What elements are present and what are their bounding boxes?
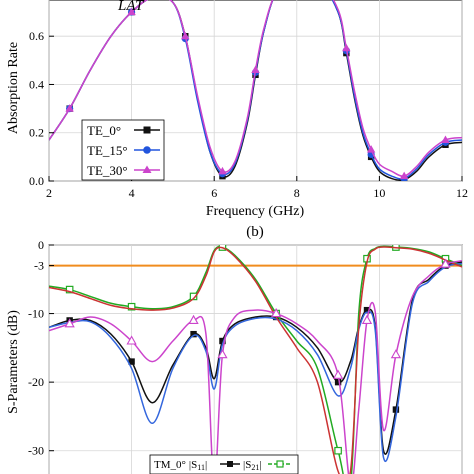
data-point-tm-30-s11 <box>126 335 137 345</box>
y-tick-label: -10 <box>28 307 44 321</box>
y-tick-label: 0.4 <box>29 77 44 91</box>
data-point-tm-0-s11 <box>128 358 135 365</box>
data-point-tm-0-s11 <box>363 306 371 314</box>
data-point-tm-0-s11 <box>219 337 226 345</box>
data-point-tm-0-s21 <box>65 285 74 294</box>
y-tick-label: -30 <box>28 444 44 458</box>
legend-s11-sub: 11 <box>197 463 205 472</box>
s-parameter-ticks: 0 -3 -10 -20 -30 <box>28 238 54 458</box>
series-line-tm-30-s11 <box>49 260 462 474</box>
absorption-series-group <box>49 0 462 181</box>
legend-s11-suffix: | <box>205 459 207 471</box>
legend-label-s11: TM_0° |S11| <box>154 459 207 472</box>
data-point-tm-0-s21 <box>334 446 342 455</box>
data-point-te-30 <box>399 171 409 180</box>
legend-label-te15: TE_15° <box>87 143 128 158</box>
x-tick-label: 2 <box>46 186 52 200</box>
data-point-tm-0-s11 <box>392 406 400 413</box>
legend-marker-s21 <box>276 460 284 468</box>
panel-b-label: (b) <box>246 224 264 240</box>
y-tick-label: 0.2 <box>29 126 44 140</box>
data-point-tm-0-s11 <box>190 330 197 338</box>
legend-label-te0: TE_0° <box>87 123 121 138</box>
data-point-te-30 <box>181 31 190 40</box>
absorption-chart: 2 4 6 8 10 12 0.0 0.2 0.4 0.6 LAT Frequency (GHz)… <box>6 0 468 219</box>
data-point-tm-30-s11 <box>361 314 373 324</box>
absorption-x-axis-label: Frequency (GHz) <box>206 204 305 219</box>
legend-s21-suffix: | <box>259 459 261 471</box>
y-tick-label: -20 <box>28 375 44 389</box>
legend-marker-te15 <box>143 146 151 154</box>
series-line-te-30 <box>49 0 462 178</box>
y-tick-label: 0.6 <box>29 29 44 43</box>
x-tick-label: 8 <box>294 186 300 200</box>
s-parameter-legend: TM_0° |S11| |S21| <box>149 454 299 474</box>
absorption-y-axis-label: Absorption Rate <box>6 42 21 134</box>
data-point-tm-0-s21 <box>189 292 198 301</box>
legend-marker-te30 <box>142 165 152 173</box>
data-point-tm-30-s11 <box>188 314 199 324</box>
data-point-tm-30-s11 <box>440 258 451 268</box>
x-tick-label: 4 <box>129 186 135 200</box>
legend-label-s21: |S21| <box>243 459 262 472</box>
data-point-te-30 <box>65 104 74 112</box>
data-point-te-30 <box>441 135 450 143</box>
x-tick-label: 12 <box>456 186 468 200</box>
data-point-tm-30-s11 <box>217 349 228 359</box>
series-line-tm-0-s11 <box>49 261 462 455</box>
absorption-ticks: 2 4 6 8 10 12 0.0 0.2 0.4 0.6 <box>29 29 468 200</box>
absorption-legend: TE_0° TE_15° TE_30° <box>81 119 165 181</box>
data-point-tm-30-s11 <box>332 369 344 379</box>
series-line-s21-oblique <box>49 246 462 474</box>
data-point-te-30 <box>127 7 136 16</box>
data-point-te-30 <box>366 145 376 153</box>
data-point-te-30 <box>218 166 227 175</box>
data-point-tm-0-s21 <box>127 302 136 311</box>
data-point-tm-0-s11 <box>334 378 342 386</box>
data-point-te-30 <box>342 43 351 52</box>
legend-marker-te0 <box>143 126 151 134</box>
legend-label-te30: TE_30° <box>87 163 128 178</box>
y-tick-label: 0.0 <box>29 174 44 188</box>
data-point-tm-30-s11 <box>271 307 282 318</box>
series-line-s11-oblique <box>49 262 462 462</box>
data-point-tm-30-s11 <box>390 349 402 359</box>
legend-tm0-prefix: TM_0° <box>154 459 186 471</box>
x-tick-label: 10 <box>373 186 385 200</box>
s-parameter-series-group <box>49 245 462 474</box>
y-tick-label: -3 <box>34 259 44 273</box>
data-point-te-30 <box>251 65 260 73</box>
legend-marker-s11 <box>227 461 233 467</box>
s-parameter-chart: 0-3-10-20-30 S-Parameters (dB) TM_0° |S11… <box>6 238 463 474</box>
legend-s21-sub: 21 <box>251 463 259 472</box>
legend-s21-param: |S <box>243 459 251 471</box>
data-point-tm-30-s11 <box>64 318 75 328</box>
y-tick-label: 0 <box>38 238 44 252</box>
s-parameter-y-axis-label: S-Parameters (dB) <box>6 310 21 414</box>
absorption-grid <box>48 0 463 182</box>
legend-s11-param: |S <box>189 459 197 471</box>
lat-annotation: LAT <box>117 0 145 14</box>
x-tick-label: 6 <box>211 186 217 200</box>
